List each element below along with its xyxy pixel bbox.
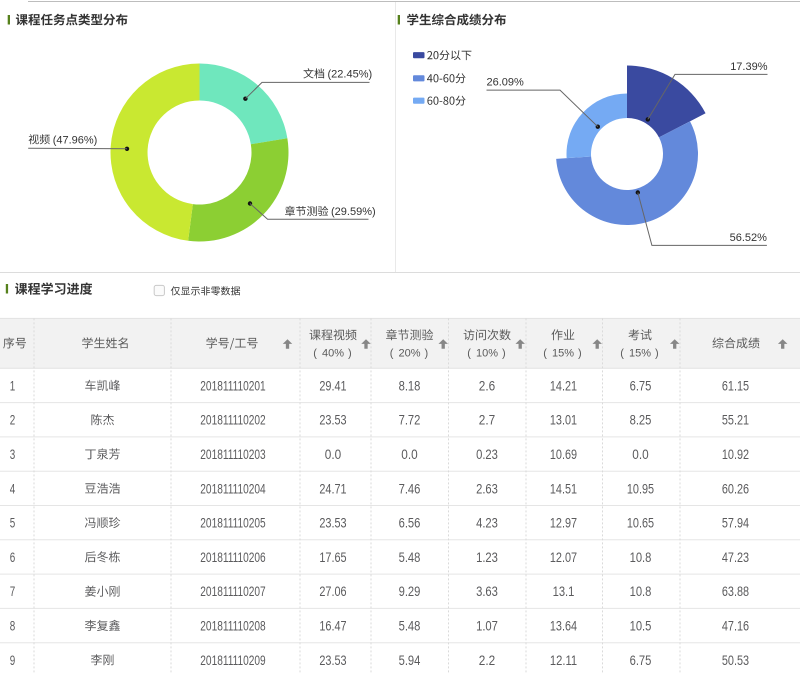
svg-text:12.97: 12.97 bbox=[550, 516, 577, 531]
svg-text:47.23: 47.23 bbox=[722, 550, 749, 565]
svg-text:60.26: 60.26 bbox=[722, 481, 749, 496]
svg-text:61.15: 61.15 bbox=[722, 378, 749, 393]
svg-text:(: ( bbox=[620, 348, 624, 360]
svg-text:14.21: 14.21 bbox=[550, 378, 577, 393]
svg-text:10%: 10% bbox=[476, 347, 498, 359]
svg-text:10.65: 10.65 bbox=[627, 516, 654, 531]
svg-text:(47.96%): (47.96%) bbox=[53, 134, 98, 146]
svg-text:10.8: 10.8 bbox=[630, 550, 652, 565]
svg-text:(: ( bbox=[390, 348, 394, 360]
svg-text:5.48: 5.48 bbox=[399, 550, 421, 565]
svg-text:201811110208: 201811110208 bbox=[200, 619, 265, 634]
svg-text:23.53: 23.53 bbox=[319, 653, 346, 668]
svg-text:): ) bbox=[502, 348, 506, 360]
svg-text:6.56: 6.56 bbox=[399, 516, 421, 531]
svg-text:201811110205: 201811110205 bbox=[200, 516, 265, 531]
svg-text:13.1: 13.1 bbox=[553, 584, 575, 599]
svg-text:6: 6 bbox=[10, 550, 16, 565]
svg-text:9.29: 9.29 bbox=[399, 584, 421, 599]
svg-text:6.75: 6.75 bbox=[630, 378, 652, 393]
svg-text:201811110207: 201811110207 bbox=[200, 584, 265, 599]
svg-text:9: 9 bbox=[10, 653, 16, 668]
svg-text:0.0: 0.0 bbox=[632, 447, 648, 462]
svg-text:2.63: 2.63 bbox=[476, 481, 498, 496]
svg-text:5: 5 bbox=[10, 516, 16, 531]
svg-text:4.23: 4.23 bbox=[476, 516, 498, 531]
svg-text:7.46: 7.46 bbox=[399, 481, 421, 496]
svg-text:): ) bbox=[655, 348, 659, 360]
svg-text:10.8: 10.8 bbox=[630, 584, 652, 599]
svg-text:40%: 40% bbox=[322, 347, 344, 359]
svg-text:27.06: 27.06 bbox=[319, 584, 346, 599]
svg-text:6.75: 6.75 bbox=[630, 653, 652, 668]
svg-text:1: 1 bbox=[10, 378, 16, 393]
svg-text:47.16: 47.16 bbox=[722, 619, 749, 634]
svg-text:20%: 20% bbox=[399, 347, 421, 359]
svg-text:24.71: 24.71 bbox=[319, 481, 346, 496]
svg-text:8: 8 bbox=[10, 619, 16, 634]
svg-text:5.94: 5.94 bbox=[399, 653, 421, 668]
svg-text:0.0: 0.0 bbox=[325, 447, 341, 462]
svg-text:55.21: 55.21 bbox=[722, 413, 749, 428]
svg-text:15%: 15% bbox=[629, 347, 651, 359]
svg-text:(29.59%): (29.59%) bbox=[331, 206, 376, 218]
svg-text:(: ( bbox=[467, 348, 471, 360]
svg-text:2: 2 bbox=[10, 413, 16, 428]
svg-text:14.51: 14.51 bbox=[550, 481, 577, 496]
svg-text:12.07: 12.07 bbox=[550, 550, 577, 565]
svg-text:56.52%: 56.52% bbox=[730, 232, 768, 244]
svg-text:5.48: 5.48 bbox=[399, 619, 421, 634]
svg-text:201811110202: 201811110202 bbox=[200, 413, 265, 428]
svg-text:0.0: 0.0 bbox=[401, 447, 417, 462]
svg-text:4: 4 bbox=[10, 481, 16, 496]
svg-text:13.01: 13.01 bbox=[550, 413, 577, 428]
svg-text:10.69: 10.69 bbox=[550, 447, 577, 462]
svg-text:17.39%: 17.39% bbox=[730, 61, 768, 73]
svg-text:201811110209: 201811110209 bbox=[200, 653, 265, 668]
svg-text:0.23: 0.23 bbox=[476, 447, 498, 462]
svg-text:10.95: 10.95 bbox=[627, 481, 654, 496]
svg-text:23.53: 23.53 bbox=[319, 516, 346, 531]
svg-text:2.2: 2.2 bbox=[479, 653, 495, 668]
svg-text:): ) bbox=[578, 348, 582, 360]
svg-text:201811110204: 201811110204 bbox=[200, 481, 266, 496]
svg-text:63.88: 63.88 bbox=[722, 584, 749, 599]
svg-text:29.41: 29.41 bbox=[319, 378, 346, 393]
svg-text:): ) bbox=[425, 348, 429, 360]
svg-text:12.11: 12.11 bbox=[550, 653, 577, 668]
svg-text:201811110201: 201811110201 bbox=[200, 378, 265, 393]
svg-text:17.65: 17.65 bbox=[319, 550, 346, 565]
svg-text:1.07: 1.07 bbox=[476, 619, 498, 634]
svg-text:201811110206: 201811110206 bbox=[200, 550, 265, 565]
svg-text:2.6: 2.6 bbox=[479, 378, 495, 393]
svg-text:15%: 15% bbox=[552, 347, 574, 359]
svg-text:(: ( bbox=[543, 348, 547, 360]
svg-text:(: ( bbox=[313, 348, 317, 360]
svg-text:8.18: 8.18 bbox=[399, 378, 421, 393]
svg-text:3: 3 bbox=[10, 447, 16, 462]
svg-text:7: 7 bbox=[10, 584, 16, 599]
svg-text:8.25: 8.25 bbox=[630, 413, 652, 428]
svg-text:(22.45%): (22.45%) bbox=[328, 69, 373, 81]
svg-text:10.5: 10.5 bbox=[630, 619, 652, 634]
svg-text:13.64: 13.64 bbox=[550, 619, 578, 634]
svg-text:7.72: 7.72 bbox=[399, 413, 421, 428]
svg-text:50.53: 50.53 bbox=[722, 653, 749, 668]
svg-text:2.7: 2.7 bbox=[479, 413, 495, 428]
svg-text:16.47: 16.47 bbox=[319, 619, 346, 634]
svg-text:23.53: 23.53 bbox=[319, 413, 346, 428]
svg-text:201811110203: 201811110203 bbox=[200, 447, 265, 462]
svg-text:26.09%: 26.09% bbox=[487, 77, 525, 89]
svg-text:1.23: 1.23 bbox=[476, 550, 498, 565]
svg-text:57.94: 57.94 bbox=[722, 516, 750, 531]
svg-text:3.63: 3.63 bbox=[476, 584, 498, 599]
svg-text:10.92: 10.92 bbox=[722, 447, 749, 462]
svg-text:): ) bbox=[348, 348, 352, 360]
